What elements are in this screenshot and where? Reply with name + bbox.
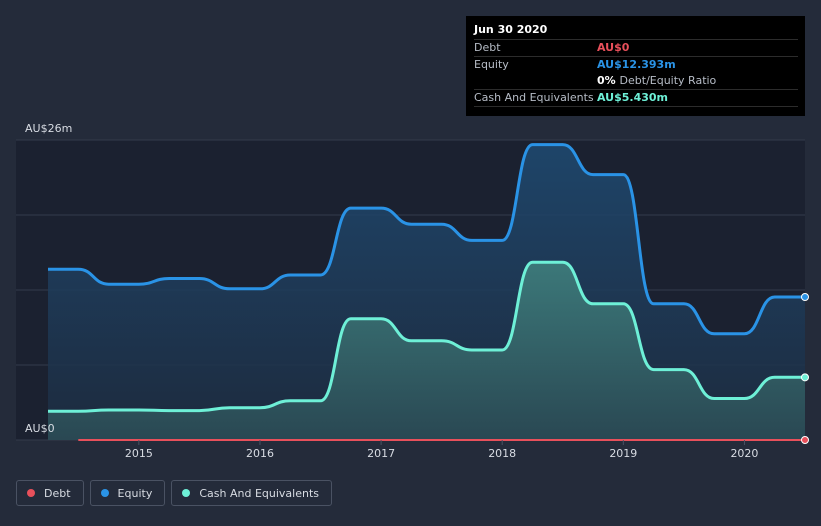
tooltip-row-equity: Equity AU$12.393m	[474, 56, 798, 73]
legend-label-equity: Equity	[117, 486, 153, 500]
tooltip-cash-value: AU$5.430m	[597, 91, 669, 104]
x-axis: 2015 2016 2017 2018 2019 2020	[125, 440, 758, 460]
tooltip-row-cash: Cash And Equivalents AU$5.430m	[474, 89, 798, 107]
y-tick-label-min: AU$0	[25, 422, 55, 435]
line-equity	[48, 143, 805, 336]
legend-dot-debt	[27, 489, 35, 497]
x-tick-label-2015: 2015	[125, 447, 153, 460]
tooltip-panel: Jun 30 2020 Debt AU$0 Equity AU$12.393m …	[466, 16, 805, 116]
line-cash-and-equivalents	[48, 260, 805, 413]
legend-label-debt: Debt	[44, 486, 71, 500]
endpoint-cash-and-equivalents	[801, 373, 809, 382]
y-tick-label-max: AU$26m	[25, 122, 72, 135]
tooltip-equity-value: AU$12.393m	[597, 58, 676, 71]
legend: Debt Equity Cash And Equivalents	[16, 480, 332, 506]
series-areas	[48, 144, 805, 440]
x-tick-label-2018: 2018	[488, 447, 516, 460]
tooltip-row-ratio: 0% Debt/Equity Ratio	[474, 73, 798, 89]
x-tick-label-2017: 2017	[367, 447, 395, 460]
legend-item-equity[interactable]: Equity	[89, 480, 166, 506]
tooltip-debt-label: Debt	[474, 41, 501, 54]
tooltip-equity-label: Equity	[474, 58, 509, 71]
tooltip-ratio-label: Debt/Equity Ratio	[619, 74, 717, 87]
x-tick-label-2016: 2016	[246, 447, 274, 460]
area-cash-and-equivalents	[48, 262, 805, 440]
legend-label-cash: Cash And Equivalents	[199, 486, 319, 500]
tooltip-debt-value: AU$0	[597, 41, 630, 54]
tooltip-row-debt: Debt AU$0	[474, 39, 798, 56]
y-axis: AU$26m AU$0	[25, 122, 72, 435]
legend-item-cash[interactable]: Cash And Equivalents	[171, 480, 332, 506]
x-tick-label-2020: 2020	[730, 447, 758, 460]
series-lines	[48, 143, 805, 442]
x-tick-label-2019: 2019	[609, 447, 637, 460]
legend-dot-equity	[100, 489, 109, 497]
tooltip-ratio-value: 0%	[597, 74, 616, 87]
endpoint-equity	[801, 293, 809, 302]
endpoint-debt	[801, 436, 809, 444]
tooltip-date: Jun 30 2020	[474, 23, 548, 36]
legend-item-debt[interactable]: Debt	[16, 480, 84, 506]
tooltip-cash-label: Cash And Equivalents	[474, 91, 594, 104]
legend-dot-cash	[182, 489, 191, 497]
series-endpoints	[801, 293, 809, 444]
